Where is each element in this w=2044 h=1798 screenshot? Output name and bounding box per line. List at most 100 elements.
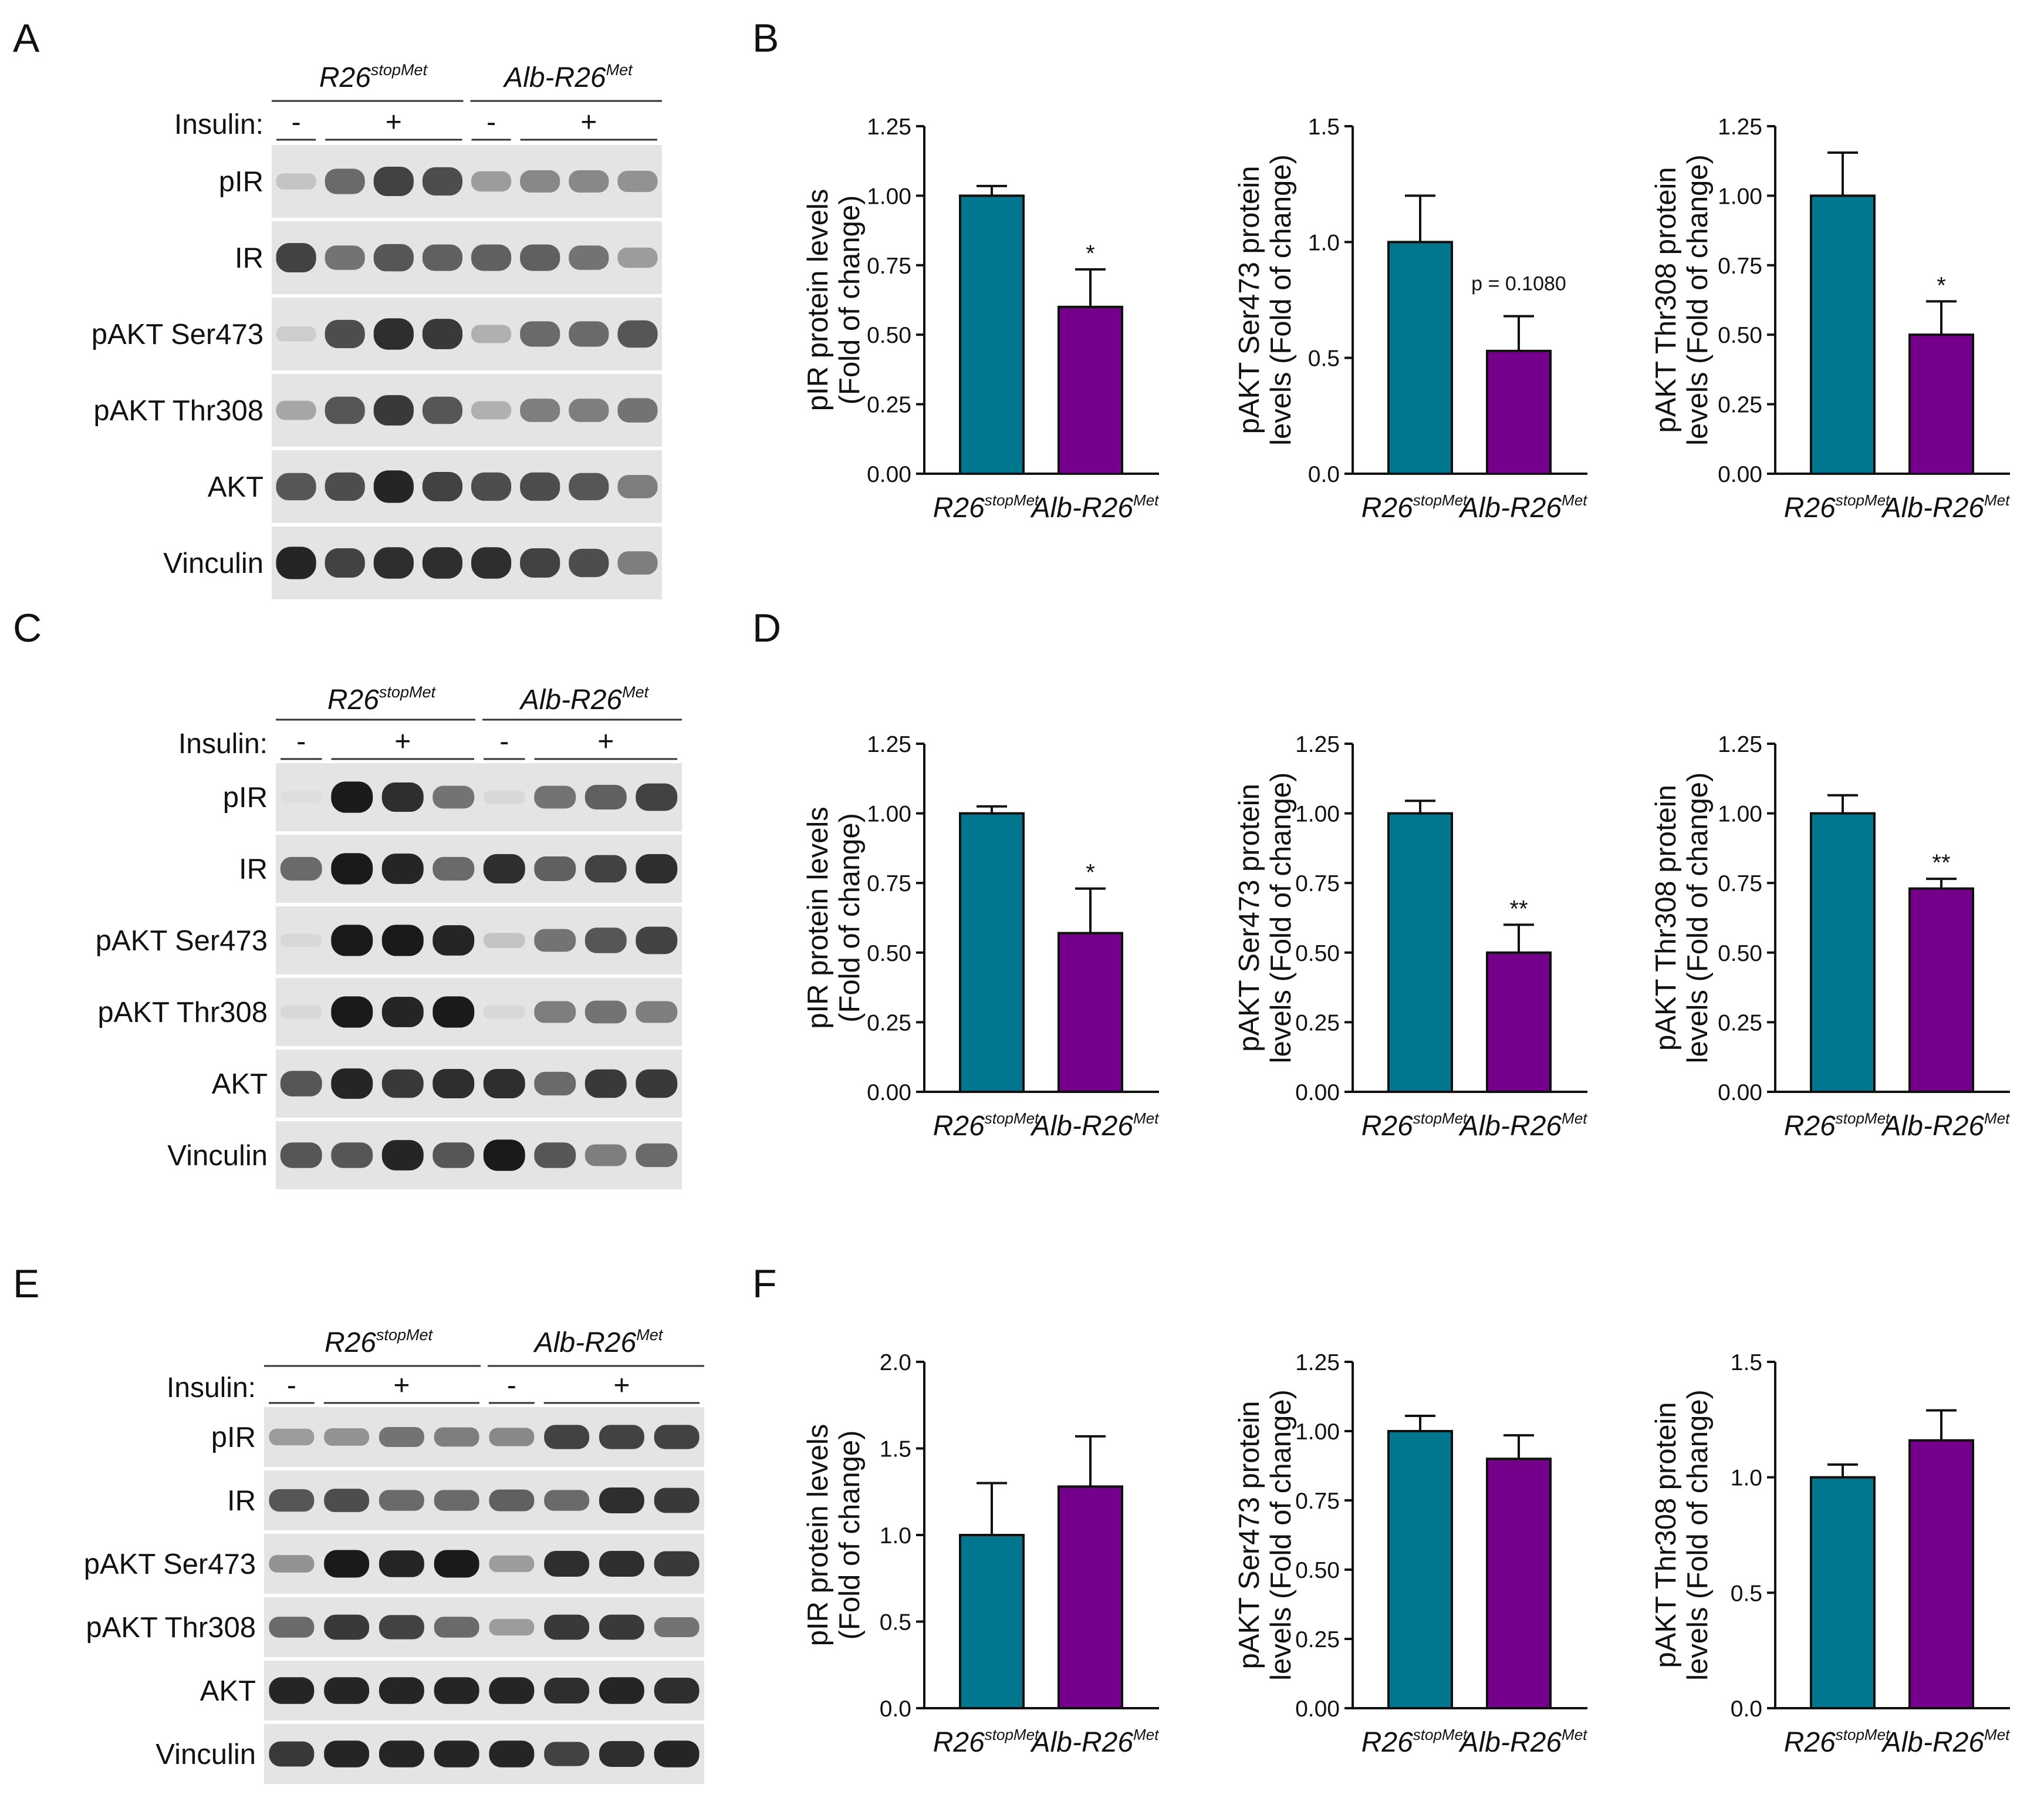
x-category-control-base: R26 — [1784, 1111, 1836, 1142]
blot-band — [585, 785, 627, 809]
y-axis-label: (Fold of change) — [834, 813, 866, 1023]
blot-band — [617, 247, 658, 268]
blot-band — [325, 396, 365, 424]
x-category-mutant-base: Alb-R26 — [1881, 1111, 1985, 1142]
blot-band — [434, 1490, 479, 1511]
bar-charts: 0.00 0.25 0.50 0.75 1.00 1.25 pIR protein leve… — [802, 114, 2011, 1758]
blot-band — [599, 1614, 644, 1640]
x-category-mutant-sup: Met — [1562, 1109, 1588, 1127]
blot-band — [422, 167, 463, 196]
blot-band — [471, 325, 512, 343]
x-category-control-sup: stopMet — [985, 491, 1040, 509]
panel-label-e: E — [13, 1261, 39, 1306]
blot-band — [471, 547, 512, 579]
blot-band — [381, 925, 424, 956]
bar-control — [959, 812, 1025, 1093]
y-tick-label: 1.5 — [880, 1437, 911, 1462]
y-tick-label: 0.75 — [867, 254, 911, 279]
y-axis-label: levels (Fold of change) — [1265, 773, 1297, 1064]
blot-header-control-base: R26 — [319, 62, 371, 93]
blot-header-control-base: R26 — [327, 684, 379, 716]
x-category-mutant-sup: Met — [1133, 1726, 1160, 1743]
blot-band — [324, 1740, 370, 1767]
blot-band — [544, 1490, 590, 1511]
significance-annotation: ** — [1932, 850, 1950, 876]
blot-band — [433, 785, 475, 809]
y-axis-label: pAKT Thr308 protein — [1650, 1402, 1682, 1668]
y-tick-label: 1.0 — [1731, 1466, 1762, 1491]
bar-control — [1810, 194, 1876, 475]
blot-header-mutant-sup: Met — [636, 1326, 664, 1344]
y-axis-label: pAKT Ser473 protein — [1234, 1401, 1265, 1669]
x-category-control-base: R26 — [1361, 492, 1413, 524]
blot-row-label: pAKT Ser473 — [84, 1549, 256, 1580]
x-category-control-sup: stopMet — [1413, 1726, 1468, 1743]
blot-row-label: AKT — [200, 1675, 256, 1707]
x-category-control-base: R26 — [933, 1727, 985, 1758]
y-axis-label: (Fold of change) — [834, 195, 866, 405]
blot-band — [544, 1425, 590, 1449]
insulin-sign: + — [393, 1370, 410, 1401]
blot-row-2: pAKT Ser473 — [84, 1534, 704, 1594]
y-tick-label: 1.00 — [1295, 802, 1340, 827]
blot-band — [483, 933, 525, 948]
blot-band — [433, 1142, 475, 1168]
y-tick-label: 0.50 — [1295, 941, 1340, 966]
blot-row-1: IR — [235, 221, 662, 294]
x-category-control: R26stopMet — [1784, 1109, 1891, 1142]
bar-mutant — [1908, 333, 1974, 475]
blot-row-label: Vinculin — [156, 1739, 256, 1770]
blot-band — [331, 925, 373, 956]
x-category-control-base: R26 — [933, 1111, 985, 1142]
blot-row-5: Vinculin — [163, 527, 662, 599]
bar-control — [959, 194, 1025, 475]
x-category-control-sup: stopMet — [1413, 1109, 1468, 1127]
x-category-mutant-sup: Met — [1984, 1109, 2011, 1127]
significance-annotation: * — [1086, 860, 1095, 886]
y-tick-label: 0.5 — [1731, 1581, 1762, 1606]
y-tick-label: 0.00 — [867, 462, 911, 487]
blot-header-mutant-base: Alb-R26 — [519, 684, 623, 716]
y-tick-label: 1.5 — [1731, 1350, 1762, 1375]
blot-row-label: pIR — [211, 1422, 256, 1453]
blot-band — [325, 319, 365, 349]
y-tick-label: 1.00 — [867, 802, 911, 827]
x-category-mutant: Alb-R26Met — [1030, 1726, 1160, 1758]
y-axis-label: pAKT Thr308 protein — [1650, 785, 1682, 1051]
blot-header-control: R26stopMet — [325, 1326, 434, 1358]
blot-band — [379, 1677, 424, 1704]
blot-band — [331, 1142, 373, 1168]
y-tick-label: 0.25 — [867, 1010, 911, 1035]
y-tick-label: 0.00 — [867, 1080, 911, 1105]
blot-band — [422, 396, 463, 424]
blot-band — [534, 785, 576, 809]
blot-band — [324, 1614, 370, 1640]
y-tick-label: 1.25 — [867, 732, 911, 757]
bar-mutant — [1486, 1458, 1552, 1709]
y-tick-label: 1.00 — [867, 184, 911, 209]
blot-band — [636, 854, 678, 884]
blot-band — [433, 1068, 475, 1099]
x-category-control-sup: stopMet — [1836, 1109, 1891, 1127]
blot-band — [636, 1069, 678, 1098]
blot-band — [331, 781, 373, 813]
y-tick-label: 2.0 — [880, 1350, 911, 1375]
x-category-mutant: Alb-R26Met — [1881, 1109, 2011, 1142]
y-axis-label: pIR protein levels — [802, 807, 834, 1029]
blot-row-label: Vinculin — [167, 1140, 268, 1172]
x-category-mutant-sup: Met — [1133, 491, 1160, 509]
x-category-mutant-base: Alb-R26 — [1030, 1727, 1134, 1758]
blot-band — [654, 1487, 700, 1513]
blot-band — [489, 1677, 535, 1704]
blot-band — [324, 1489, 370, 1512]
blot-band — [599, 1425, 644, 1449]
x-category-mutant-base: Alb-R26 — [1458, 1727, 1562, 1758]
y-tick-label: 0.5 — [880, 1610, 911, 1635]
y-tick-label: 1.0 — [880, 1523, 911, 1549]
insulin-sign: - — [296, 726, 306, 757]
y-tick-label: 1.00 — [1718, 802, 1762, 827]
x-category-mutant-base: Alb-R26 — [1458, 1111, 1562, 1142]
insulin-sign: - — [486, 107, 496, 138]
